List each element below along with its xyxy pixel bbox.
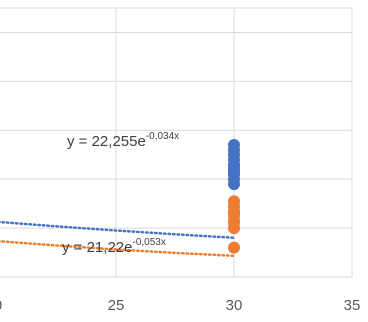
trendline-orange: [0, 239, 236, 258]
trendline-equation-orange: y = 21,22e-0,053x: [62, 237, 166, 256]
trendline-blue: [0, 220, 236, 239]
trendline-equation-blue-exponent: -0,034x: [146, 131, 179, 142]
x-tick-label: 0: [0, 297, 2, 314]
data-point-blue: [228, 178, 240, 191]
trendlines: [0, 220, 236, 258]
trendline-equation-blue: y = 22,255e-0,034x: [67, 131, 179, 150]
x-tick-label: 25: [108, 297, 125, 314]
trendline-equation-blue-base: y = 22,255e: [67, 133, 146, 150]
x-tick-label: 35: [344, 297, 361, 314]
x-axis-tick-labels: 0 25 30 35: [0, 297, 360, 314]
trendline-equation-orange-base: y = 21,22e: [62, 239, 132, 256]
plot-area: [0, 7, 353, 278]
data-point-orange: [228, 222, 240, 235]
data-points: [228, 138, 240, 254]
data-point-orange: [228, 241, 240, 254]
x-tick-label: 30: [226, 297, 243, 314]
trendline-equation-orange-exponent: -0,053x: [132, 237, 165, 248]
gridlines: [0, 8, 352, 277]
